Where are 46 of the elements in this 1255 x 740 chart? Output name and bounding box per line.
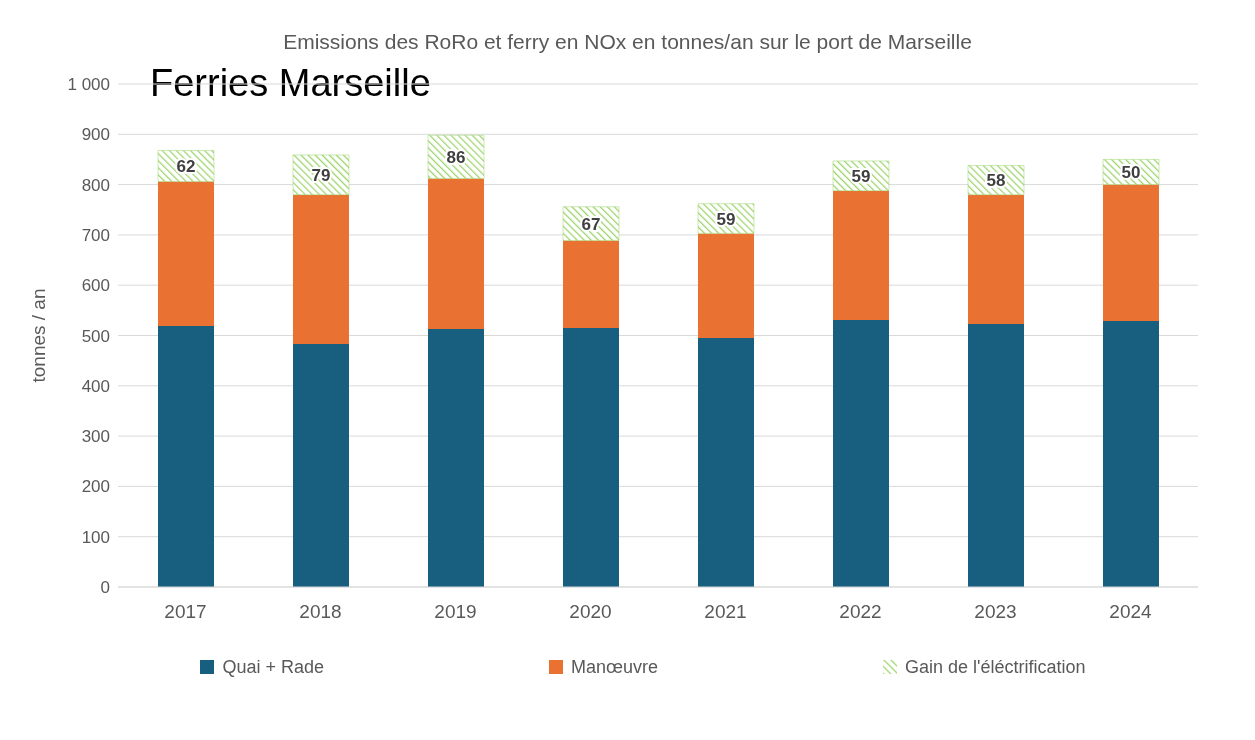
- bar: [292, 154, 350, 195]
- bar: [833, 190, 889, 320]
- bar: [293, 344, 349, 587]
- x-tick-label: 2022: [839, 601, 882, 623]
- x-tick-label: 2024: [1109, 601, 1153, 623]
- bar: [293, 194, 349, 345]
- y-tick-label: 300: [81, 427, 110, 447]
- y-tick-label: 700: [81, 225, 110, 245]
- chart-subtitle: Ferries Marseille: [150, 62, 431, 105]
- bar: [563, 327, 619, 587]
- y-axis-title: tonnes / an: [27, 288, 49, 383]
- bar: [1103, 184, 1159, 321]
- bar: [428, 178, 484, 329]
- x-tick-label: 2018: [299, 601, 342, 623]
- x-tick-label: 2017: [164, 601, 207, 623]
- x-tick-label: 2019: [434, 601, 477, 623]
- legend-label: Quai + Rade: [221, 657, 325, 678]
- x-tick-label: 2021: [704, 601, 747, 623]
- bar: [833, 319, 889, 587]
- y-tick-label: 800: [81, 175, 110, 195]
- y-tick-label: 600: [81, 276, 110, 296]
- bar: [698, 338, 754, 587]
- legend-label: Gain de l'éléctrification: [904, 657, 1086, 678]
- x-tick-label: 2023: [974, 601, 1017, 623]
- data-label: 58: [986, 171, 1006, 191]
- y-tick-label: 100: [81, 527, 110, 547]
- bar: [563, 240, 619, 328]
- bar: [158, 325, 214, 587]
- data-label: 59: [716, 209, 736, 229]
- bar: [698, 233, 754, 339]
- y-tick-label: 1 000: [67, 75, 110, 95]
- bar: [427, 135, 485, 179]
- bar: [968, 323, 1024, 587]
- y-tick-label: 200: [81, 477, 110, 497]
- bar: [968, 194, 1024, 324]
- y-tick-label: 900: [81, 125, 110, 145]
- y-tick-label: 400: [81, 376, 110, 396]
- y-tick-label: 0: [100, 578, 110, 598]
- chart-title: Emissions des RoRo et ferry en NOx en tonnes/an sur le port de Marseille: [282, 30, 973, 54]
- legend-label: Manœuvre: [570, 657, 659, 678]
- y-tick-label: 500: [81, 326, 110, 346]
- data-label: 62: [176, 156, 196, 176]
- bar: [428, 328, 484, 587]
- x-tick-label: 2020: [569, 601, 612, 623]
- bar: [1103, 320, 1159, 587]
- bar: [158, 181, 214, 326]
